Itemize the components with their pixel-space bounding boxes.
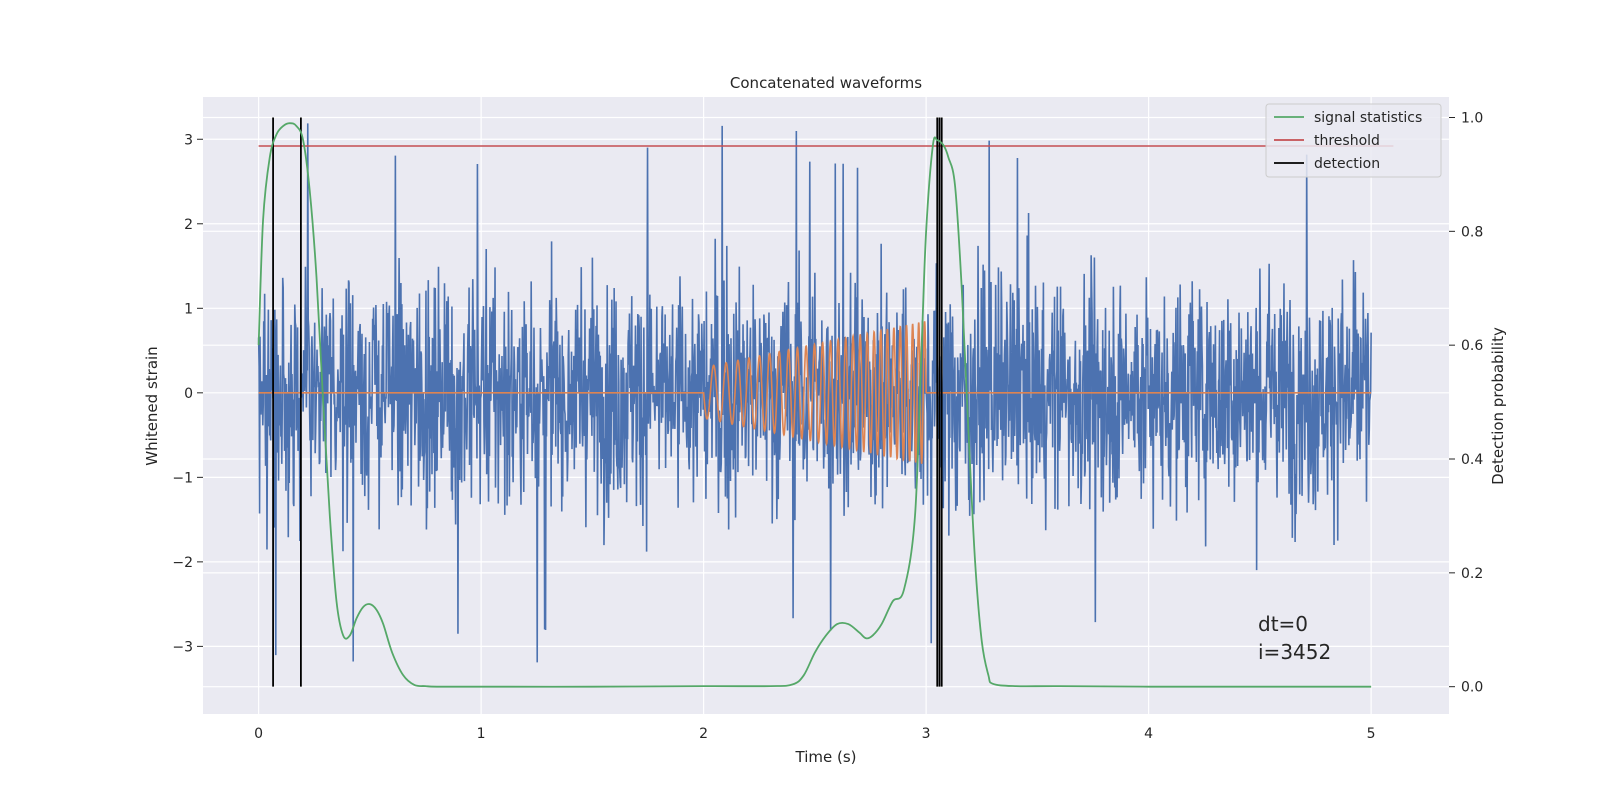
x-tick-label: 2 bbox=[699, 726, 708, 742]
y-right-tick-label: 0.6 bbox=[1461, 338, 1483, 354]
x-tick-label: 3 bbox=[922, 726, 931, 742]
y-tick-label: 2 bbox=[184, 217, 193, 233]
y-right-tick-label: 0.8 bbox=[1461, 224, 1483, 240]
x-tick-label: 4 bbox=[1144, 726, 1153, 742]
annotation-index: i=3452 bbox=[1258, 640, 1331, 664]
strain-noise-line bbox=[257, 123, 1372, 663]
y-axis-right-label: Detection probability bbox=[1489, 327, 1507, 485]
y-tick-label: −1 bbox=[172, 470, 193, 486]
series-layer bbox=[257, 117, 1394, 688]
y-tick-label: 3 bbox=[184, 132, 193, 148]
y-right-tick-label: 0.4 bbox=[1461, 452, 1483, 468]
x-tick-label: 5 bbox=[1367, 726, 1376, 742]
x-tick-label: 0 bbox=[254, 726, 263, 742]
x-axis-label: Time (s) bbox=[795, 748, 857, 766]
y-right-tick-label: 1.0 bbox=[1461, 110, 1483, 126]
ticks: 0 1 2 3 4 5 −3 −2 −1 0 1 2 3 0.0 0.2 0.4 0.6 0.8 1.0 bbox=[172, 110, 1483, 742]
legend: signal statistics threshold detection bbox=[1265, 103, 1442, 178]
legend-label-detection: detection bbox=[1314, 156, 1380, 172]
annotation-dt: dt=0 bbox=[1258, 612, 1308, 636]
legend-label-signal-statistics: signal statistics bbox=[1314, 110, 1422, 126]
y-tick-label: 0 bbox=[184, 386, 193, 402]
legend-box bbox=[1265, 103, 1442, 178]
signal-statistics-line bbox=[257, 122, 1372, 688]
y-tick-label: 1 bbox=[184, 301, 193, 317]
chart-title: Concatenated waveforms bbox=[730, 74, 922, 92]
y-tick-label: −3 bbox=[172, 639, 193, 655]
x-tick-label: 1 bbox=[477, 726, 486, 742]
y-tick-label: −2 bbox=[172, 555, 193, 571]
chirp-line bbox=[258, 321, 1372, 464]
y-axis-label: Whitened strain bbox=[143, 346, 161, 465]
y-right-tick-label: 0.2 bbox=[1461, 566, 1483, 582]
y-right-tick-label: 0.0 bbox=[1461, 680, 1483, 696]
legend-label-threshold: threshold bbox=[1314, 133, 1380, 149]
